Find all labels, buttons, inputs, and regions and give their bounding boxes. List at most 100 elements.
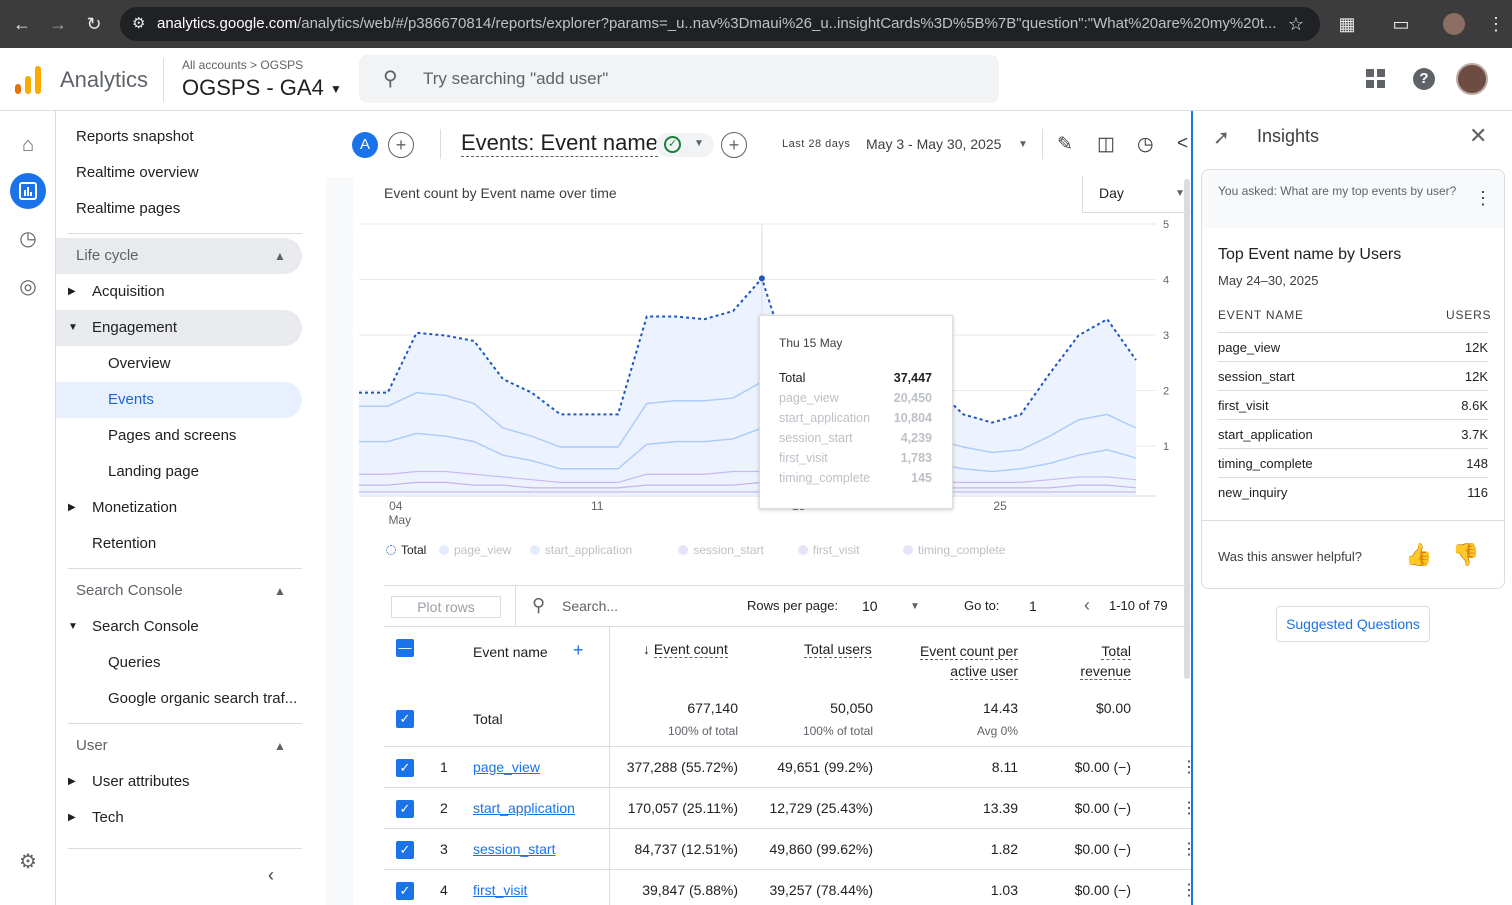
total-checkbox[interactable]: ✓ [396,710,414,728]
more-options-icon[interactable]: ⋮ [1474,188,1492,208]
forward-icon[interactable]: → [49,14,67,34]
compare-icon[interactable]: ◫ [1097,134,1115,155]
site-settings-icon[interactable]: ⚙ [132,15,146,32]
chevron-down-icon[interactable]: ▼ [1018,139,1028,150]
nav-tech[interactable]: Tech [92,809,124,826]
legend-item[interactable]: timing_complete [903,543,1005,557]
chart-legend: Total page_view start_application session_s… [386,543,1086,559]
plot-rows-button[interactable]: Plot rows [391,596,501,618]
help-icon[interactable]: ? [1413,68,1435,90]
collapse-nav-icon[interactable]: ‹ [268,865,274,885]
nav-acquisition[interactable]: Acquisition [92,283,165,300]
add-card-icon[interactable]: + [721,132,747,158]
apps-grid-icon[interactable] [1366,69,1386,89]
analytics-logo-icon[interactable] [15,64,43,94]
account-breadcrumb[interactable]: All accounts > OGSPS [182,58,303,72]
nav-realtime-pages[interactable]: Realtime pages [76,200,181,217]
table-search-input[interactable]: Search... [562,598,619,614]
col-event-per-user[interactable]: Event count per active user [904,641,1018,681]
col-total-revenue[interactable]: Total revenue [1044,641,1131,681]
nav-engagement[interactable]: ▼ Engagement [56,310,302,346]
explore-icon[interactable]: ◷ [19,228,37,250]
row-menu-icon[interactable]: ⋮ [1181,882,1192,899]
scrollbar-thumb[interactable] [1184,179,1190,679]
table-row[interactable]: ✓ 1 page_view 377,288 (55.72%) 49,651 (99.2%… [384,747,1192,788]
settings-gear-icon[interactable]: ⚙ [19,851,37,873]
nav-reports-snapshot[interactable]: Reports snapshot [76,128,194,145]
report-title[interactable]: Events: Event name [461,130,658,157]
rows-per-page-select[interactable]: 10 [862,598,878,614]
nav-user-attributes[interactable]: User attributes [92,773,190,790]
advertising-icon[interactable]: ◎ [19,276,37,298]
prev-page-icon[interactable]: ‹ [1084,595,1090,615]
nav-realtime-overview[interactable]: Realtime overview [76,164,199,181]
back-icon[interactable]: ← [13,14,31,34]
close-icon[interactable]: ✕ [1469,123,1488,148]
bookmark-star-icon[interactable]: ☆ [1287,14,1305,34]
nav-pages-screens[interactable]: Pages and screens [108,427,237,444]
comparison-avatar[interactable]: A [352,132,378,158]
event-name-link[interactable]: first_visit [473,882,528,898]
row-menu-icon[interactable]: ⋮ [1181,759,1192,776]
reload-icon[interactable]: ↻ [86,14,102,34]
date-range-picker[interactable]: May 3 - May 30, 2025 [866,136,1002,152]
chevron-down-icon[interactable]: ▼ [910,601,920,612]
row-menu-icon[interactable]: ⋮ [1181,800,1192,817]
column-divider [609,788,610,829]
select-all-checkbox[interactable]: — [396,639,414,657]
col-revenue-line2: revenue [1080,663,1131,680]
nav-landing-page[interactable]: Landing page [108,463,199,480]
nav-monetization[interactable]: Monetization [92,499,178,516]
insights-icon[interactable]: ◷ [1137,134,1154,155]
event-name-link[interactable]: page_view [473,759,540,775]
legend-item[interactable]: start_application [529,543,632,557]
table-row[interactable]: ✓ 3 session_start 84,737 (12.51%) 49,860 (99… [384,829,1192,870]
report-status-pill[interactable]: ✓ ▼ [656,133,714,157]
goto-input[interactable]: 1 [1029,598,1037,614]
thumbs-down-icon[interactable]: 👎 [1452,542,1480,567]
share-icon[interactable]: < [1177,133,1189,154]
add-dimension-icon[interactable]: + [573,640,584,660]
breadcrumb-all-accounts[interactable]: All accounts [182,58,247,72]
event-name-link[interactable]: session_start [473,841,556,857]
row-checkbox[interactable]: ✓ [396,841,414,859]
nav-retention[interactable]: Retention [92,535,157,552]
legend-item[interactable]: Total [386,543,426,557]
legend-item[interactable]: first_visit [797,543,859,557]
property-selector[interactable]: OGSPS - GA4 ▼ [182,75,342,101]
col-event-count[interactable]: ↓ Event count [643,641,728,658]
customize-report-icon[interactable]: ✎ [1057,134,1073,155]
col-total-users[interactable]: Total users [804,641,872,658]
reports-icon[interactable] [10,173,46,209]
extensions-icon[interactable]: ▦ [1338,14,1356,34]
nav-overview[interactable]: Overview [108,355,171,372]
row-checkbox[interactable]: ✓ [396,759,414,777]
event-name-link[interactable]: start_application [473,800,575,816]
nav-queries[interactable]: Queries [108,654,161,671]
table-row[interactable]: ✓ 2 start_application 170,057 (25.11%) 12,72… [384,788,1192,829]
granularity-select[interactable]: Day ▼ [1082,176,1192,213]
table-row[interactable]: ✓ 4 first_visit 39,847 (5.88%) 39,257 (78.44… [384,870,1192,905]
search-input[interactable]: ⚲ Try searching "add user" [359,55,999,103]
row-menu-icon[interactable]: ⋮ [1181,841,1192,858]
add-comparison-icon[interactable]: + [388,132,414,158]
thumbs-up-icon[interactable]: 👍 [1405,542,1433,567]
profile-avatar[interactable] [1443,13,1465,35]
user-avatar[interactable] [1456,63,1488,95]
screencast-icon[interactable]: ▭ [1392,14,1410,34]
col-event-name[interactable]: Event name [473,644,548,660]
legend-item[interactable]: page_view [439,543,511,557]
nav-events[interactable]: Events [56,382,302,418]
row-checkbox[interactable]: ✓ [396,800,414,818]
address-bar[interactable]: ⚙ analytics.google.com/analytics/web/#/p… [120,7,1320,41]
legend-item[interactable]: session_start [678,543,764,557]
nav-search-console[interactable]: Search Console [92,618,199,635]
nav-section-lifecycle[interactable]: Life cycle ▲ [56,238,302,274]
home-icon[interactable]: ⌂ [21,134,35,156]
row-checkbox[interactable]: ✓ [396,882,414,900]
suggested-questions-button[interactable]: Suggested Questions [1276,606,1430,642]
nav-section-user[interactable]: User ▲ [76,728,302,764]
nav-google-organic[interactable]: Google organic search traf... [108,690,298,707]
menu-kebab-icon[interactable]: ⋮ [1487,14,1505,34]
nav-section-search-console[interactable]: Search Console ▲ [76,573,302,609]
